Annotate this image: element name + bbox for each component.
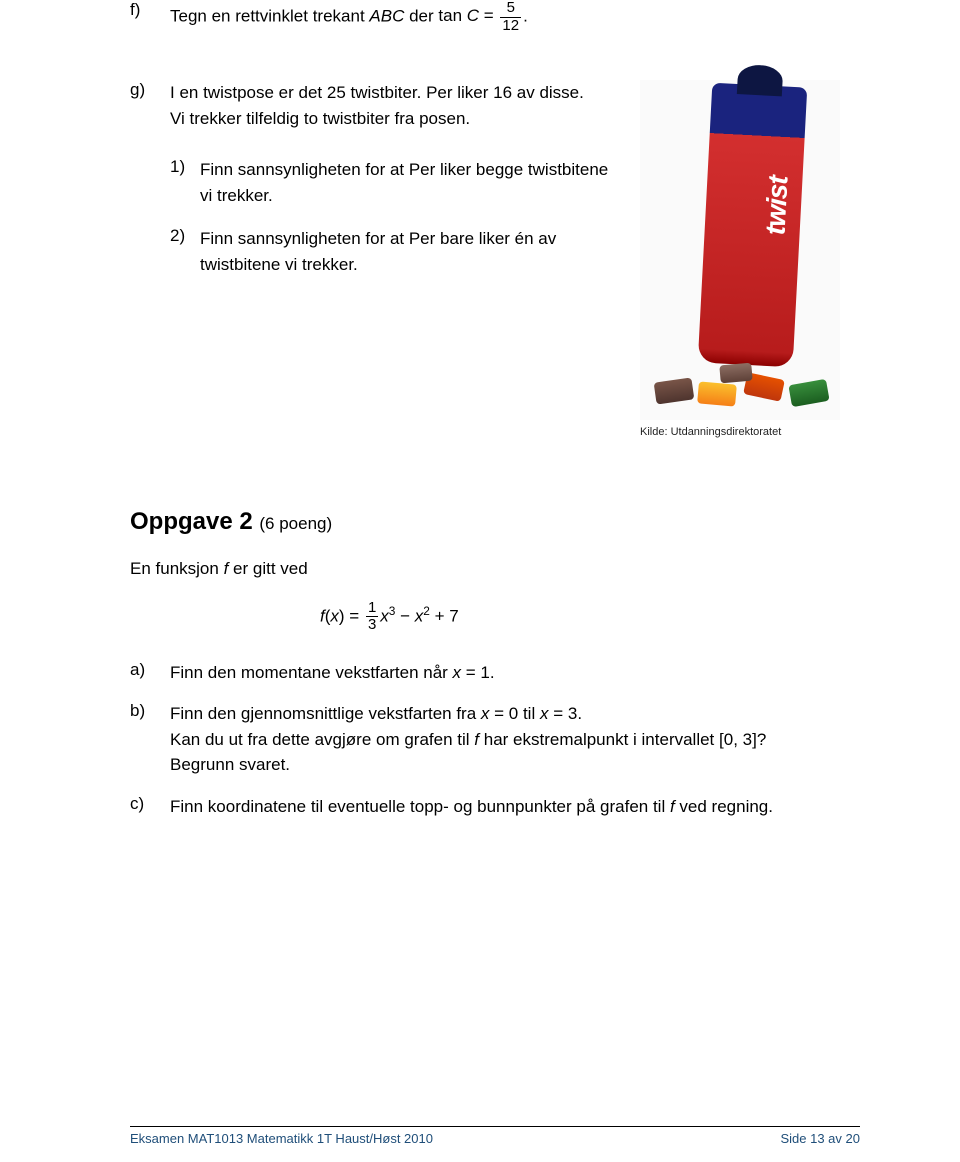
candies: [650, 350, 835, 410]
intro-before: En funksjon: [130, 559, 224, 578]
label-b: b): [130, 701, 170, 721]
candy-bag: twist: [698, 83, 808, 368]
exercise-f: f) Tegn en rettvinklet trekant ABC der t…: [130, 0, 860, 34]
tan: tan: [438, 6, 462, 25]
fraction: 512: [500, 0, 521, 34]
sub-1: 1) Finn sannsynligheten for at Per liker…: [170, 157, 610, 208]
b-interval: [0, 3]: [719, 730, 757, 749]
content-g: I en twistpose er det 25 twistbiter. Per…: [170, 80, 610, 131]
g-line2: Vi trekker tilfeldig to twistbiter fra p…: [170, 106, 610, 132]
eq-exp2: 2: [423, 603, 430, 617]
period: .: [523, 6, 528, 25]
sub2-text: Finn sannsynligheten for at Per bare lik…: [200, 226, 610, 277]
c-before: Finn koordinatene til eventuelle topp- o…: [170, 797, 670, 816]
label-g: g): [130, 80, 170, 100]
candy-icon: [654, 377, 695, 404]
b-l2-before: Kan du ut fra dette avgjøre om grafen ti…: [170, 730, 474, 749]
oppgave2-intro: En funksjon f er gitt ved: [130, 556, 860, 582]
g-line1: I en twistpose er det 25 twistbiter. Per…: [170, 80, 610, 106]
eq-minus: −: [395, 606, 414, 625]
b-eq3: = 3: [548, 704, 577, 723]
label-f: f): [130, 0, 170, 20]
c-after: ved regning.: [675, 797, 773, 816]
equals: =: [479, 6, 498, 25]
heading-points: (6 poeng): [259, 514, 332, 533]
a-eq: = 1: [461, 663, 490, 682]
content-f: Tegn en rettvinklet trekant ABC der tan …: [170, 0, 860, 34]
a-after: .: [490, 663, 495, 682]
b-til: til: [518, 704, 540, 723]
label-c: c): [130, 794, 170, 814]
b-l2-after: ?: [757, 730, 766, 749]
label-a: a): [130, 660, 170, 680]
b-l1-before: Finn den gjennomsnittlige vekstfarten fr…: [170, 704, 481, 723]
frac-den: 12: [500, 18, 521, 35]
candy-icon: [719, 363, 752, 384]
footer-left: Eksamen MAT1013 Matematikk 1T Haust/Høst…: [130, 1131, 433, 1146]
exercise-c: c) Finn koordinatene til eventuelle topp…: [130, 794, 860, 820]
eq-x-var: x: [330, 606, 339, 625]
oppgave-2-heading: Oppgave 2 (6 poeng): [130, 508, 860, 536]
equation: f(x) = 13x3 − x2 + 7: [320, 600, 860, 634]
sub1-text: Finn sannsynligheten for at Per liker be…: [200, 157, 610, 208]
b-l2-mid: har ekstremalpunkt i intervallet: [479, 730, 719, 749]
content-c: Finn koordinatene til eventuelle topp- o…: [170, 794, 860, 820]
eq-frac-den: 3: [366, 617, 378, 634]
content-b: Finn den gjennomsnittlige vekstfarten fr…: [170, 701, 860, 778]
exercise-b: b) Finn den gjennomsnittlige vekstfarten…: [130, 701, 860, 778]
twist-image: twist: [640, 80, 840, 420]
b-eq0: = 0: [489, 704, 518, 723]
frac-num: 5: [500, 0, 521, 18]
sub1-label: 1): [170, 157, 200, 177]
a-x: x: [453, 663, 462, 682]
exercise-a: a) Finn den momentane vekstfarten når x …: [130, 660, 860, 686]
sub2-label: 2): [170, 226, 200, 246]
candy-icon: [697, 381, 737, 406]
eq-x3: x: [380, 606, 389, 625]
candy-icon: [788, 379, 829, 407]
eq-eq: =: [345, 606, 364, 625]
b-l1-after: .: [577, 704, 582, 723]
image-caption: Kilde: Utdanningsdirektoratet: [640, 426, 860, 438]
sub-2: 2) Finn sannsynligheten for at Per bare …: [170, 226, 610, 277]
var-c: C: [467, 6, 479, 25]
eq-plus7: + 7: [430, 606, 459, 625]
eq-frac-num: 1: [366, 600, 378, 618]
eq-frac: 13: [366, 600, 378, 634]
heading-title: Oppgave 2: [130, 508, 253, 535]
b-l3: Begrunn svaret.: [170, 752, 860, 778]
intro-after: er gitt ved: [228, 559, 307, 578]
image-column: twist Kilde: Utdanningsdirektoratet: [640, 80, 860, 438]
exercise-g: g) I en twistpose er det 25 twistbiter. …: [130, 80, 610, 131]
bag-label: twist: [760, 175, 795, 235]
content-a: Finn den momentane vekstfarten når x = 1…: [170, 660, 860, 686]
var-abc: ABC: [369, 6, 404, 25]
footer-right: Side 13 av 20: [780, 1131, 860, 1146]
exercise-g-wrapper: g) I en twistpose er det 25 twistbiter. …: [130, 80, 860, 438]
text: der: [404, 6, 438, 25]
a-before: Finn den momentane vekstfarten når: [170, 663, 453, 682]
page-footer: Eksamen MAT1013 Matematikk 1T Haust/Høst…: [130, 1126, 860, 1146]
text: Tegn en rettvinklet trekant: [170, 6, 369, 25]
